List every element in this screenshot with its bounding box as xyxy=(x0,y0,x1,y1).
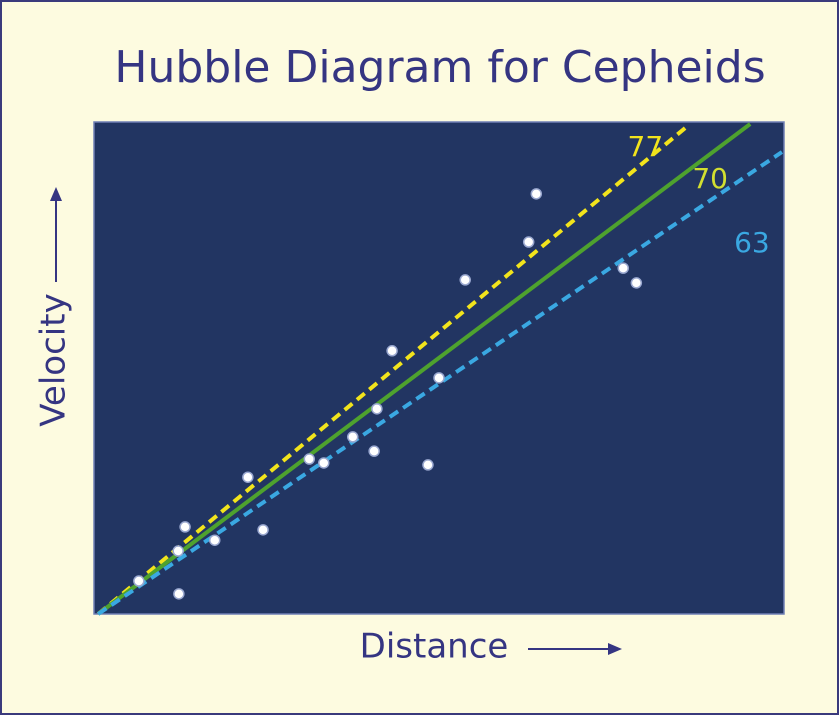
data-point xyxy=(368,445,380,457)
data-point xyxy=(318,457,330,469)
line-label: 70 xyxy=(692,162,728,195)
x-arrow-head xyxy=(608,643,622,655)
data-point xyxy=(617,262,629,274)
data-point xyxy=(459,274,471,286)
line-label: 77 xyxy=(628,130,664,163)
y-axis-label: Velocity xyxy=(34,293,74,426)
data-point xyxy=(133,575,145,587)
data-point xyxy=(347,431,359,443)
line-label: 63 xyxy=(734,226,770,259)
x-axis-label: Distance xyxy=(360,627,509,667)
data-point xyxy=(242,471,254,483)
data-point xyxy=(630,277,643,289)
data-point xyxy=(303,453,316,465)
data-point xyxy=(172,545,184,557)
data-point xyxy=(422,459,434,471)
data-point xyxy=(386,345,398,357)
fit-line xyxy=(96,122,752,616)
data-point xyxy=(433,372,445,384)
data-point xyxy=(179,521,191,533)
data-point xyxy=(257,524,269,536)
data-point xyxy=(209,534,221,546)
data-point xyxy=(530,188,543,200)
data-point xyxy=(173,588,185,600)
data-point xyxy=(522,236,535,248)
data-point xyxy=(371,403,383,415)
chart-title: Hubble Diagram for Cepheids xyxy=(114,42,765,93)
y-arrow-head xyxy=(50,187,62,201)
